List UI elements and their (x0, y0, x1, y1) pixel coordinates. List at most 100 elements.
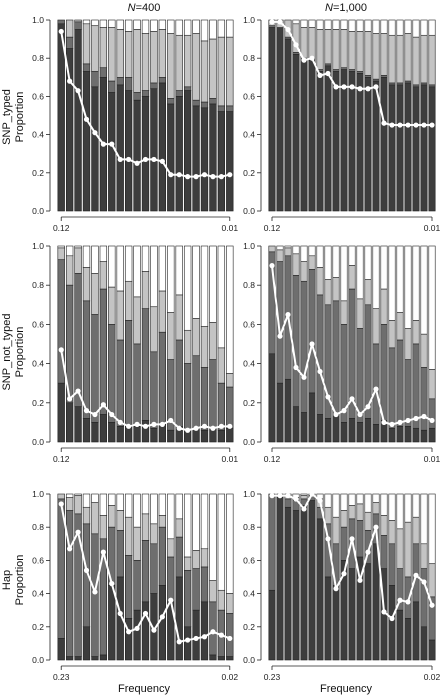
bar-segment (340, 300, 348, 325)
line-point (429, 122, 435, 128)
bar-segment (74, 406, 82, 443)
line-point (333, 586, 339, 592)
line-point (301, 57, 307, 63)
bar-series-4 (276, 245, 436, 370)
line-point (117, 419, 123, 425)
bar-segment (209, 359, 217, 429)
y-tick-label: 0.6 (32, 91, 44, 101)
bar-segment (99, 288, 108, 415)
bar-series-2 (57, 498, 234, 657)
bar-segment (396, 493, 404, 530)
bar-segment (200, 19, 209, 42)
x-tick-label: 0.01 (424, 454, 441, 464)
bar-segment (316, 294, 324, 415)
bar-segment (372, 19, 380, 34)
bar-segment (340, 245, 348, 302)
bar-segment (141, 601, 150, 661)
bar-segment (420, 626, 428, 661)
bar-segment (91, 493, 99, 503)
bar-segment (175, 294, 183, 341)
bar-segment (99, 414, 108, 443)
column-titles: N=400 N=1,000 (128, 2, 367, 14)
bar-segment (308, 59, 316, 212)
x-tick-label: 0.12 (264, 454, 281, 464)
line-point (301, 374, 307, 380)
bar-segment (175, 518, 183, 538)
bar-segment (300, 245, 308, 262)
line-point (373, 84, 379, 90)
bar-segment (308, 255, 316, 270)
row-labels: SNP_typed Proportion SNP_not_typed Propo… (1, 89, 26, 605)
bar-segment (404, 426, 412, 443)
bar-segment (268, 245, 276, 253)
bar-segment (428, 493, 436, 565)
bar-segment (292, 245, 300, 255)
bar-segment (175, 245, 183, 296)
line-point (413, 572, 419, 578)
bar-segment (91, 25, 99, 72)
bar-segment (412, 493, 420, 518)
bar-segment (380, 245, 388, 290)
bar-segment (364, 511, 372, 531)
bar-segment (404, 19, 412, 34)
line-series (269, 263, 435, 427)
bar-segment (332, 277, 340, 302)
bar-segment (200, 566, 209, 603)
bar-segment (388, 19, 396, 36)
bar-segment (158, 19, 167, 30)
y-axis: 0.0 0.2 0.4 0.6 0.8 1.0 (32, 241, 51, 447)
bar-segment (91, 19, 99, 27)
bar-segment (412, 19, 420, 38)
bar-segment (292, 19, 300, 25)
bar-segment (340, 526, 348, 561)
bar-segment (82, 418, 91, 443)
bar-segment (116, 77, 124, 86)
bar-segment (65, 36, 74, 49)
bar-segment (284, 506, 292, 661)
bar-segment (192, 609, 200, 661)
bar-segment (150, 245, 158, 308)
bar-segment (217, 656, 226, 661)
x-axis: 0.12 0.01 (53, 447, 238, 464)
y-tick-label: 0.2 (243, 168, 255, 178)
bar-segment (108, 80, 116, 93)
bar-segment (217, 245, 226, 349)
line-point (75, 88, 81, 94)
bar-segment (396, 339, 404, 427)
bar-segment (141, 540, 150, 603)
bar-segment (82, 506, 91, 525)
bar-segment (388, 34, 396, 84)
line-point (309, 491, 315, 497)
x-tick-label: 0.01 (222, 223, 239, 233)
bar-segment (348, 505, 356, 520)
line-point (134, 421, 140, 427)
line-point (365, 404, 371, 410)
bar-segment (268, 353, 276, 443)
line-point (58, 28, 64, 35)
bar-segment (332, 493, 340, 518)
bar-segment (308, 500, 316, 661)
bar-segment (324, 65, 332, 212)
y-tick-label: 0.4 (243, 130, 255, 140)
bar-segment (124, 280, 133, 321)
panel-snp-typed-n1000: 0.0 0.2 0.4 0.6 0.8 1.0 0.12 0.01 (243, 15, 440, 233)
bar-segment (124, 555, 133, 619)
bar-segment (372, 343, 380, 425)
ylabel-snp-not-typed: Proportion (14, 327, 26, 378)
line-point (341, 571, 347, 577)
x-tick-label: 0.02 (222, 672, 239, 682)
bar-segment (420, 245, 428, 335)
bar-segment (372, 424, 380, 443)
bar-segment (82, 626, 91, 661)
bar-segment (316, 29, 324, 70)
bar-segment (200, 493, 209, 550)
bar-segment (340, 29, 348, 69)
x-tick-label: 0.01 (424, 223, 441, 233)
bar-segment (124, 19, 133, 32)
line-point (117, 610, 123, 617)
bar-segment (116, 19, 124, 30)
bar-segment (183, 34, 192, 88)
bar-segment (91, 71, 99, 88)
bar-segment (364, 279, 372, 306)
line-point (201, 634, 208, 640)
